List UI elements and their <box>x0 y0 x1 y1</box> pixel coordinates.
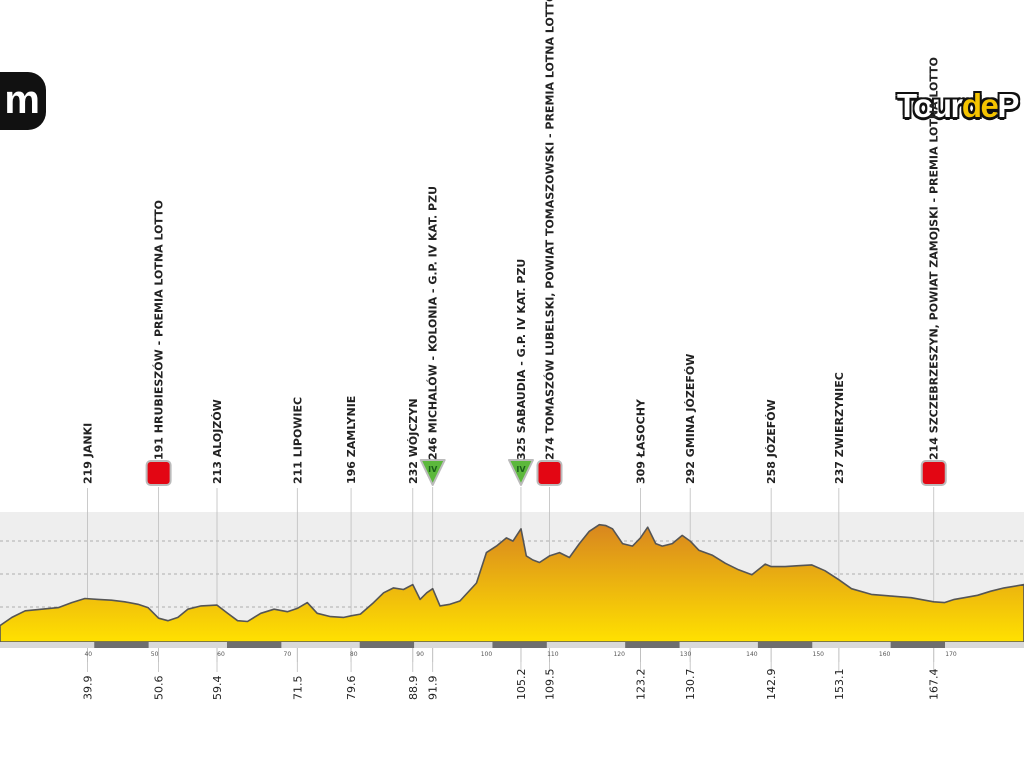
waypoint-labels: 219 JANKI 39.9 191 HRUBIESZÓW - PREMIA LOT… <box>82 0 941 700</box>
axis-segment <box>890 642 945 648</box>
sprint-marker <box>145 460 172 486</box>
stage-badge: m <box>0 72 46 130</box>
waypoint-km-label: 91.9 <box>427 676 440 701</box>
waypoint-km-label: 59.4 <box>211 676 224 701</box>
waypoint-km-label: 79.6 <box>345 676 358 701</box>
tour-de-pologne-logo: TourdeP <box>897 87 1019 124</box>
distance-tick-label: 160 <box>879 651 891 658</box>
distance-tick-label: 130 <box>680 651 692 658</box>
waypoint-label: 258 JÓZEFÓW <box>765 399 778 484</box>
distance-tick-label: 150 <box>813 651 825 658</box>
distance-tick-label: 140 <box>746 651 758 658</box>
waypoint-km-label: 39.9 <box>82 676 95 701</box>
climb-category-label: IV <box>516 465 526 474</box>
waypoint-label: 191 HRUBIESZÓW - PREMIA LOTNA LOTTO <box>153 200 166 460</box>
climb-marker <box>419 459 446 486</box>
waypoint-label: 232 WÓJCZYN <box>407 398 420 484</box>
waypoint-label: 237 ZWIERZYNIEC <box>833 372 846 484</box>
waypoint-label: 214 SZCZEBRZESZYN, POWIAT ZAMOJSKI - PRE… <box>928 57 941 460</box>
axis-segment <box>226 642 282 648</box>
distance-axis: 40 50 60 70 80 90 100 110 120 130 140 150 160 170 <box>0 642 1024 658</box>
axis-segment <box>94 642 149 648</box>
sprint-marker <box>920 460 947 486</box>
climb-marker <box>507 459 534 486</box>
waypoint-label: 246 MICHALÓW - KOLONIA - G.P. IV KAT. PZ… <box>427 186 440 460</box>
waypoint-markers: IV IV <box>145 459 947 486</box>
axis-segment <box>492 642 547 648</box>
waypoint-km-label: 50.6 <box>153 676 166 701</box>
waypoint-km-label: 71.5 <box>291 676 304 701</box>
axis-segment <box>625 642 680 648</box>
axis-segment <box>359 642 415 648</box>
distance-tick-label: 80 <box>350 651 358 658</box>
waypoint-km-label: 153.1 <box>833 669 846 701</box>
elevation-profile <box>0 523 1024 643</box>
waypoint-label: 196 ZAMLYNIE <box>345 396 358 484</box>
distance-tick-label: 110 <box>547 651 559 658</box>
waypoint-label: 213 ALOJZÓW <box>211 399 224 484</box>
waypoint-km-label: 123.2 <box>634 669 647 701</box>
climb-category-label: IV <box>428 465 438 474</box>
waypoint-km-label: 109.5 <box>543 669 556 701</box>
axis-segment <box>757 642 813 648</box>
distance-tick-label: 70 <box>284 651 292 658</box>
distance-tick-label: 170 <box>945 651 957 658</box>
waypoint-label: 325 SABAUDIA - G.P. IV KAT. PZU <box>515 259 528 460</box>
waypoint-km-label: 105.2 <box>515 669 528 701</box>
distance-tick-label: 60 <box>217 651 225 658</box>
waypoint-label: 274 TOMASZÓW LUBELSKI, POWIAT TOMASZOWSK… <box>543 0 556 460</box>
distance-tick-label: 50 <box>151 651 159 658</box>
logo-text-de: de <box>961 87 999 124</box>
sprint-marker <box>536 460 563 486</box>
waypoint-label: 309 ŁASOCHY <box>634 398 647 484</box>
waypoint-label: 219 JANKI <box>82 423 95 484</box>
waypoint-km-label: 130.7 <box>684 669 697 701</box>
waypoint-km-label: 142.9 <box>765 669 778 701</box>
waypoint-km-label: 167.4 <box>928 669 941 701</box>
logo-text-tour: Tour <box>897 87 963 124</box>
distance-tick-label: 100 <box>481 651 493 658</box>
waypoint-label: 292 GMINA JÓZEFÓW <box>684 354 697 484</box>
distance-tick-label: 40 <box>84 651 92 658</box>
distance-tick-label: 90 <box>416 651 424 658</box>
waypoint-km-label: 88.9 <box>407 676 420 701</box>
waypoint-label: 211 LIPOWIEC <box>291 397 304 484</box>
logo-text-p: P <box>997 87 1019 124</box>
distance-tick-label: 120 <box>613 651 625 658</box>
